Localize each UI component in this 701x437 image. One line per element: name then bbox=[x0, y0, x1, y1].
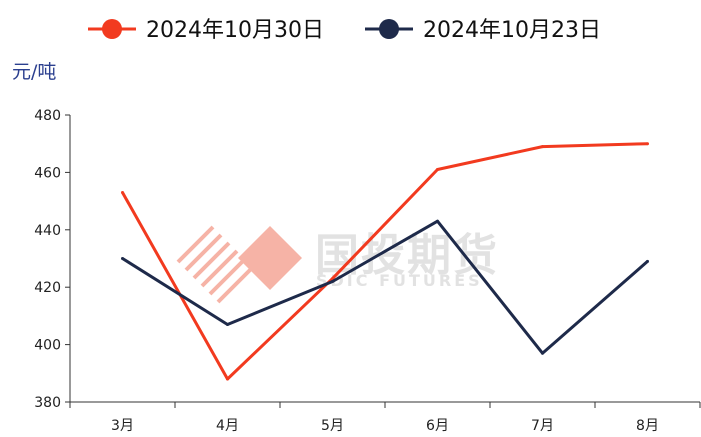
y-axis-unit-label: 元/吨 bbox=[12, 61, 56, 83]
series-1-point bbox=[646, 142, 649, 146]
y-tick-label: 400 bbox=[34, 338, 61, 354]
x-tick-label: 4月 bbox=[216, 418, 239, 434]
legend-item-series-2[interactable]: 2024年10月23日 bbox=[365, 18, 601, 43]
series-1-point bbox=[436, 168, 439, 172]
legend: 2024年10月30日 2024年10月23日 bbox=[88, 18, 601, 43]
series-2-point bbox=[541, 351, 544, 355]
x-tick-label: 3月 bbox=[111, 418, 134, 434]
series-line-2 bbox=[121, 219, 649, 355]
series-2-point bbox=[226, 323, 229, 327]
watermark-en: SDIC FUTURES bbox=[316, 271, 483, 290]
y-tick-label: 480 bbox=[34, 108, 61, 124]
x-tick-label: 7月 bbox=[531, 418, 554, 434]
legend-marker-series-2 bbox=[379, 19, 399, 39]
series-2-point bbox=[121, 257, 124, 260]
legend-label-series-1: 2024年10月30日 bbox=[146, 18, 324, 43]
series-layer bbox=[121, 142, 649, 381]
watermark-logo bbox=[176, 225, 302, 304]
y-axis-ticks: 380 400 420 440 460 480 bbox=[34, 108, 70, 411]
y-tick-label: 420 bbox=[34, 280, 61, 296]
y-tick-label: 460 bbox=[34, 165, 61, 181]
y-tick-label: 380 bbox=[34, 395, 61, 411]
x-axis-ticks: 3月 4月 5月 6月 7月 8月 bbox=[69, 402, 701, 434]
x-tick-label: 8月 bbox=[636, 418, 659, 434]
axes: 380 400 420 440 460 480 3月 4月 5月 6月 7月 8月 bbox=[34, 108, 701, 434]
y-tick-label: 440 bbox=[34, 223, 61, 239]
series-1-point bbox=[121, 190, 124, 194]
series-2-point bbox=[646, 259, 649, 263]
series-2-point bbox=[331, 279, 334, 283]
series-1-point bbox=[541, 145, 544, 149]
legend-item-series-1[interactable]: 2024年10月30日 bbox=[88, 18, 324, 43]
x-tick-label: 5月 bbox=[321, 418, 344, 434]
legend-marker-series-1 bbox=[102, 19, 122, 39]
legend-label-series-2: 2024年10月23日 bbox=[423, 18, 601, 43]
series-2-point bbox=[436, 219, 439, 223]
series-line-1 bbox=[121, 142, 648, 381]
x-tick-label: 6月 bbox=[426, 418, 449, 434]
series-1-point bbox=[226, 377, 229, 381]
